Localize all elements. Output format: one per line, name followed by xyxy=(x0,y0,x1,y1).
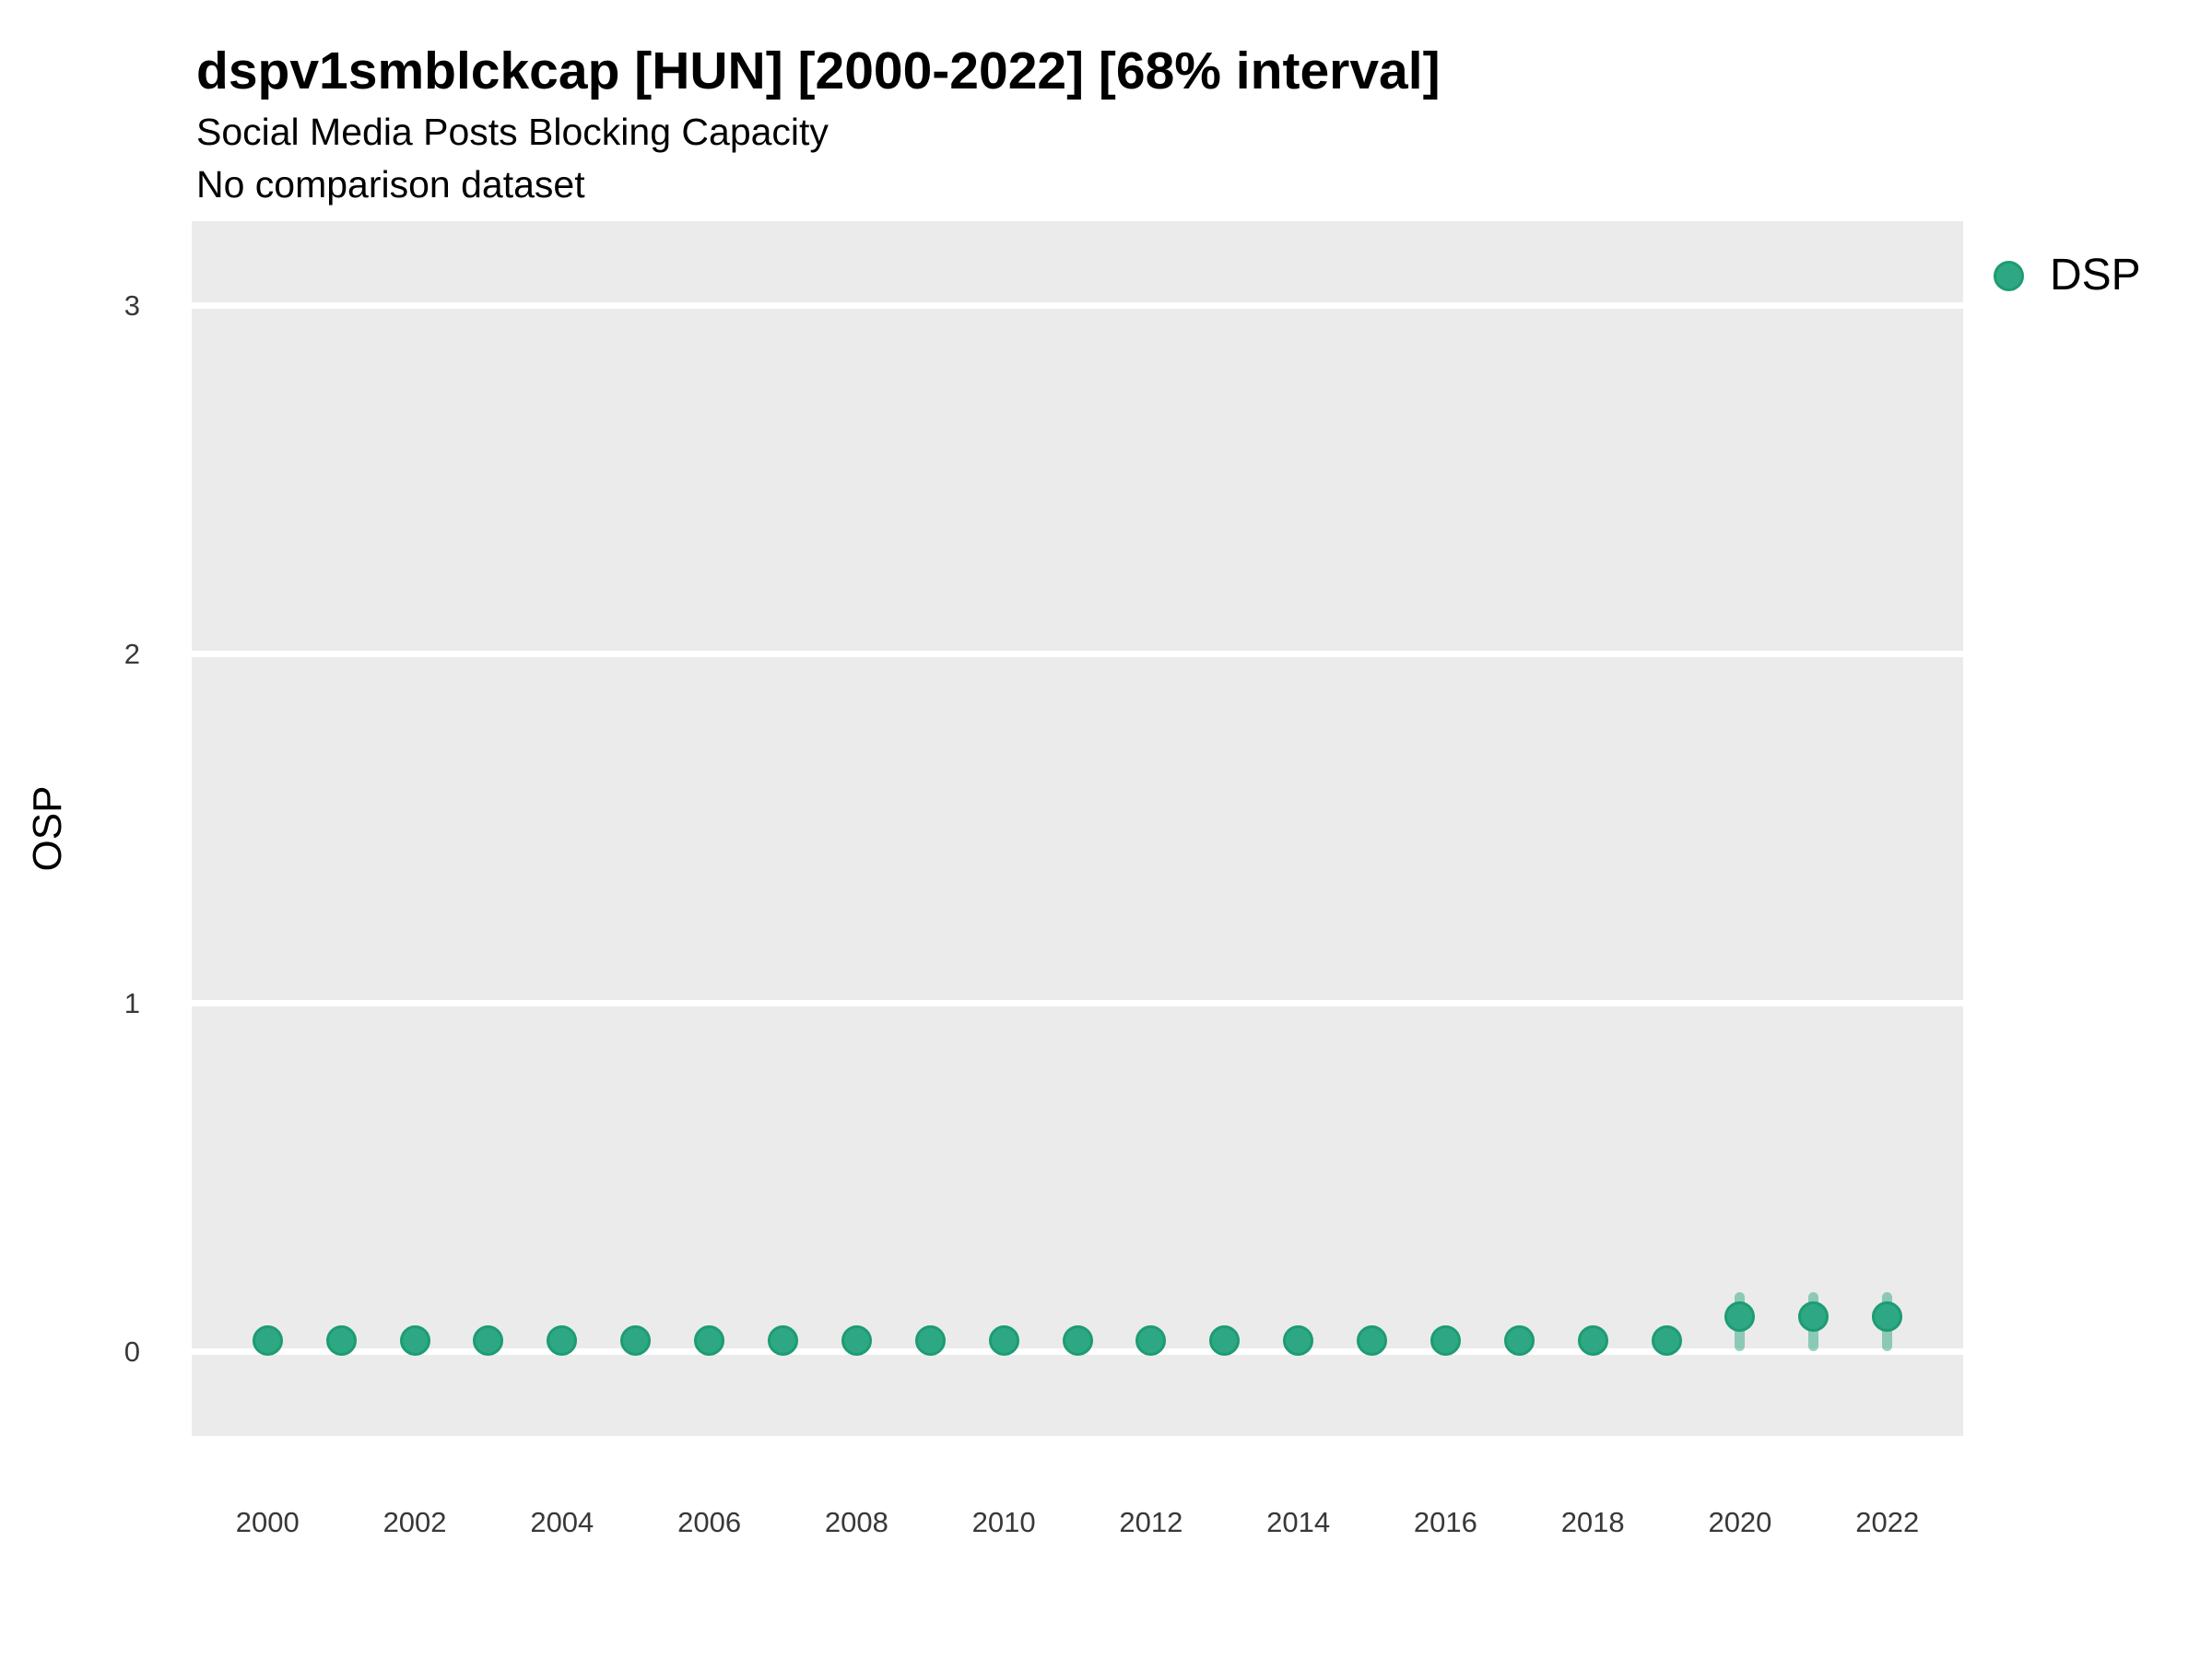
gridline-y-3 xyxy=(192,302,1963,310)
gridline-y-1 xyxy=(192,999,1963,1006)
data-point-2007 xyxy=(767,1325,798,1357)
legend: DSP xyxy=(1994,253,2141,298)
x-tick-label-2008: 2008 xyxy=(824,1506,888,1538)
chart-note: No comparison dataset xyxy=(196,163,585,206)
x-tick-label-2006: 2006 xyxy=(677,1506,742,1538)
y-tick-label-1: 1 xyxy=(124,986,140,1019)
x-tick-label-2012: 2012 xyxy=(1119,1506,1183,1538)
legend-label: DSP xyxy=(2050,251,2141,300)
data-point-2016 xyxy=(1430,1325,1461,1357)
x-tick-label-2022: 2022 xyxy=(1855,1506,1920,1538)
data-point-2011 xyxy=(1062,1325,1093,1357)
x-tick-label-2002: 2002 xyxy=(382,1506,447,1538)
chart-subtitle: Social Media Posts Blocking Capacity xyxy=(196,111,829,153)
data-point-2022 xyxy=(1872,1300,1903,1332)
x-tick-label-2000: 2000 xyxy=(235,1506,300,1538)
data-point-2003 xyxy=(473,1325,504,1357)
data-point-2006 xyxy=(694,1325,725,1357)
chart-title: dspv1smblckcap [HUN] [2000-2022] [68% in… xyxy=(196,41,1441,100)
x-tick-label-2020: 2020 xyxy=(1708,1506,1772,1538)
data-point-2017 xyxy=(1503,1325,1535,1357)
data-point-2005 xyxy=(620,1325,652,1357)
data-point-2000 xyxy=(252,1325,283,1357)
y-axis-title: OSP xyxy=(25,785,70,872)
y-tick-label-2: 2 xyxy=(124,638,140,671)
x-tick-label-2010: 2010 xyxy=(971,1506,1036,1538)
data-point-2018 xyxy=(1577,1325,1608,1357)
data-point-2002 xyxy=(399,1325,430,1357)
data-point-2012 xyxy=(1135,1325,1167,1357)
data-point-2013 xyxy=(1209,1325,1241,1357)
data-point-2019 xyxy=(1651,1325,1682,1357)
data-point-2001 xyxy=(325,1325,357,1357)
x-tick-label-2014: 2014 xyxy=(1266,1506,1331,1538)
data-point-2009 xyxy=(914,1325,946,1357)
x-tick-label-2016: 2016 xyxy=(1413,1506,1477,1538)
data-point-2020 xyxy=(1724,1300,1756,1332)
data-point-2015 xyxy=(1357,1325,1388,1357)
data-point-2010 xyxy=(988,1325,1019,1357)
y-tick-label-3: 3 xyxy=(124,289,140,323)
data-point-2004 xyxy=(547,1325,578,1357)
data-point-2021 xyxy=(1798,1300,1830,1332)
data-point-2014 xyxy=(1283,1325,1314,1357)
x-tick-label-2018: 2018 xyxy=(1560,1506,1625,1538)
gridline-y-2 xyxy=(192,651,1963,658)
data-point-2008 xyxy=(841,1325,872,1357)
plot-panel xyxy=(192,221,1963,1436)
y-tick-label-0: 0 xyxy=(124,1335,140,1368)
legend-point-icon xyxy=(1994,260,2024,291)
x-tick-label-2004: 2004 xyxy=(530,1506,594,1538)
